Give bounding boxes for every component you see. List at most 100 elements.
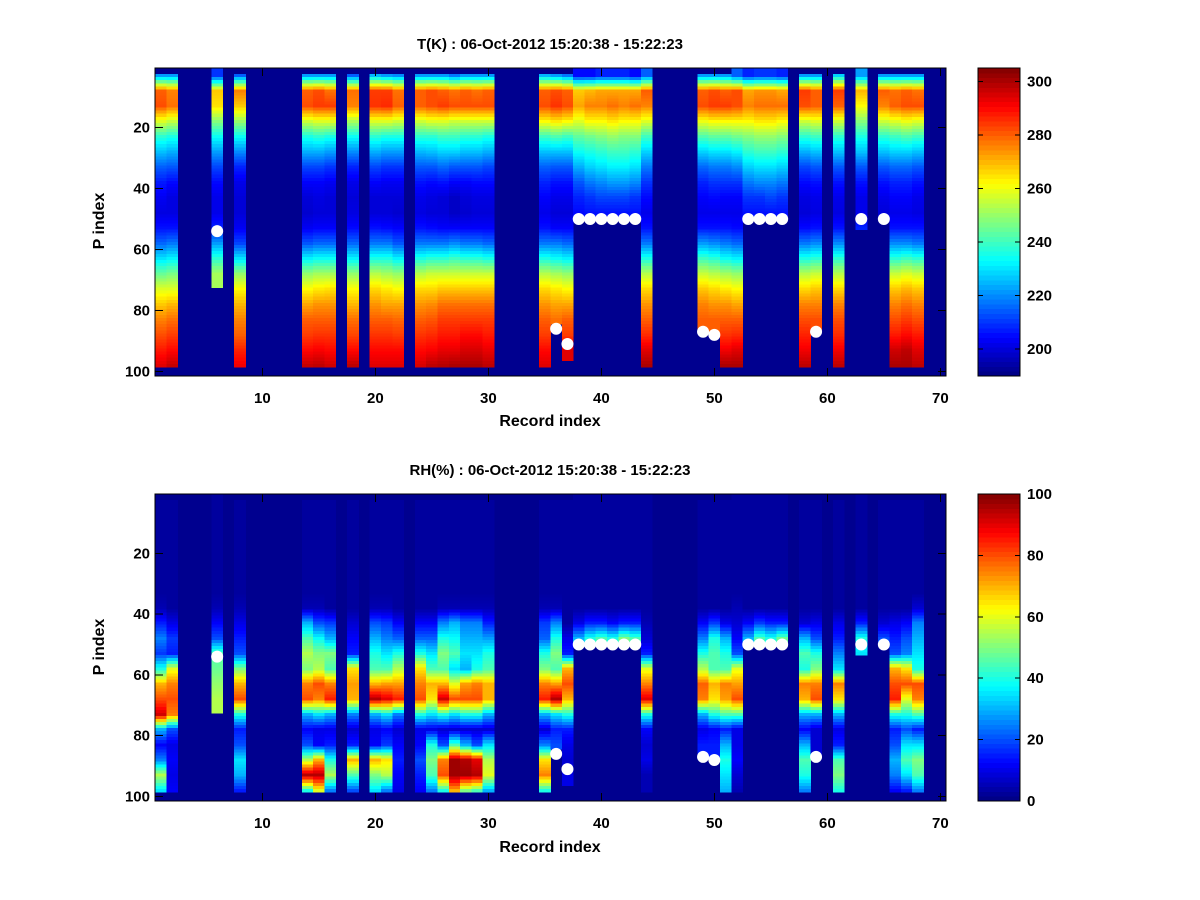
- heatmap-cell: [414, 342, 427, 346]
- heatmap-cell: [482, 144, 495, 148]
- heatmap-cell: [550, 101, 563, 105]
- heatmap-cell: [426, 597, 438, 601]
- heatmap-cell: [369, 582, 382, 586]
- heatmap-cell: [211, 128, 224, 133]
- heatmap-cell: [392, 618, 404, 623]
- heatmap-cell: [889, 254, 902, 258]
- heatmap-cell: [155, 785, 167, 790]
- heatmap-cell: [482, 183, 495, 188]
- heatmap-cell: [234, 345, 246, 349]
- heatmap-cell: [618, 153, 630, 157]
- heatmap-cell: [607, 86, 619, 90]
- heatmap-cell: [369, 527, 382, 531]
- heatmap-cell: [369, 576, 382, 580]
- heatmap-cell: [324, 728, 337, 732]
- heatmap-cell: [414, 275, 427, 279]
- heatmap-cell: [437, 345, 450, 349]
- heatmap-cell: [324, 691, 337, 696]
- heatmap-cell: [313, 281, 325, 285]
- heatmap-cell: [392, 122, 404, 127]
- heatmap-cell: [324, 600, 337, 604]
- heatmap-cell: [234, 506, 246, 510]
- heatmap-cell: [301, 336, 314, 340]
- heatmap-cell: [426, 311, 438, 316]
- heatmap-cell: [889, 165, 902, 170]
- heatmap-cell: [900, 354, 913, 359]
- heatmap-cell: [482, 138, 495, 142]
- heatmap-cell: [912, 287, 924, 292]
- heatmap-cell: [381, 773, 393, 778]
- heatmap-cell: [426, 223, 438, 227]
- heatmap-cell: [381, 743, 393, 747]
- heatmap-cell: [313, 521, 325, 525]
- heatmap-cell: [561, 272, 574, 276]
- heatmap-cell: [324, 560, 337, 565]
- heatmap-cell: [753, 189, 766, 194]
- heatmap-cell: [414, 500, 427, 504]
- heatmap-cell: [313, 679, 325, 683]
- heatmap-cell: [381, 327, 393, 331]
- heatmap-cell: [855, 171, 868, 176]
- heatmap-cell: [607, 208, 619, 212]
- heatmap-cell: [460, 193, 472, 197]
- heatmap-cell: [155, 305, 167, 310]
- heatmap-cell: [561, 235, 574, 240]
- heatmap-cell: [573, 159, 585, 163]
- heatmap-cell: [234, 785, 246, 790]
- heatmap-cell: [211, 670, 224, 674]
- heatmap-cell: [414, 652, 427, 656]
- heatmap-cell: [211, 545, 224, 550]
- heatmap-cell: [561, 220, 574, 224]
- heatmap-cell: [561, 156, 574, 160]
- heatmap-cell: [539, 354, 551, 359]
- heatmap-cell: [460, 223, 472, 227]
- heatmap-cell: [629, 71, 642, 75]
- heatmap-cell: [155, 737, 167, 741]
- heatmap-cell: [301, 542, 314, 547]
- heatmap-cell: [765, 183, 777, 188]
- heatmap-cell: [347, 764, 359, 768]
- heatmap-cell: [369, 147, 382, 151]
- heatmap-cell: [324, 776, 337, 781]
- heatmap-cell: [697, 305, 710, 310]
- heatmap-cell: [539, 254, 551, 258]
- heatmap-cell: [742, 110, 755, 115]
- heatmap-cell: [234, 615, 246, 620]
- heatmap-cell: [155, 318, 167, 322]
- heatmap-cell: [211, 664, 224, 668]
- heatmap-cell: [640, 257, 653, 261]
- heatmap-cell: [166, 612, 178, 616]
- heatmap-cell: [448, 235, 461, 240]
- heatmap-cell: [720, 92, 732, 96]
- heatmap-cell: [833, 232, 845, 237]
- heatmap-cell: [731, 86, 743, 90]
- heatmap-cell: [550, 98, 563, 102]
- heatmap-cell: [595, 150, 608, 154]
- heatmap-cell: [301, 591, 314, 595]
- heatmap-cell: [878, 113, 890, 118]
- heatmap-cell: [301, 700, 314, 705]
- heatmap-cell: [234, 254, 246, 258]
- heatmap-cell: [640, 226, 653, 231]
- heatmap-cell: [550, 254, 563, 258]
- heatmap-cell: [369, 743, 382, 747]
- heatmap-cell: [347, 706, 359, 711]
- heatmap-cell: [640, 302, 653, 307]
- heatmap-cell: [166, 223, 178, 227]
- heatmap-cell: [426, 576, 438, 580]
- heatmap-cell: [347, 284, 359, 288]
- heatmap-cell: [426, 168, 438, 173]
- heatmap-cell: [731, 214, 743, 218]
- heatmap-column: [426, 500, 438, 793]
- heatmap-cell: [437, 110, 450, 115]
- heatmap-cell: [708, 165, 721, 170]
- heatmap-cell: [833, 260, 845, 264]
- heatmap-cell: [414, 718, 427, 723]
- heatmap-cell: [381, 80, 393, 84]
- heatmap-cell: [426, 254, 438, 258]
- heatmap-cell: [234, 315, 246, 319]
- heatmap-cell: [584, 68, 597, 72]
- heatmap-cell: [708, 132, 721, 136]
- heatmap-cell: [381, 311, 393, 316]
- heatmap-column: [550, 74, 563, 325]
